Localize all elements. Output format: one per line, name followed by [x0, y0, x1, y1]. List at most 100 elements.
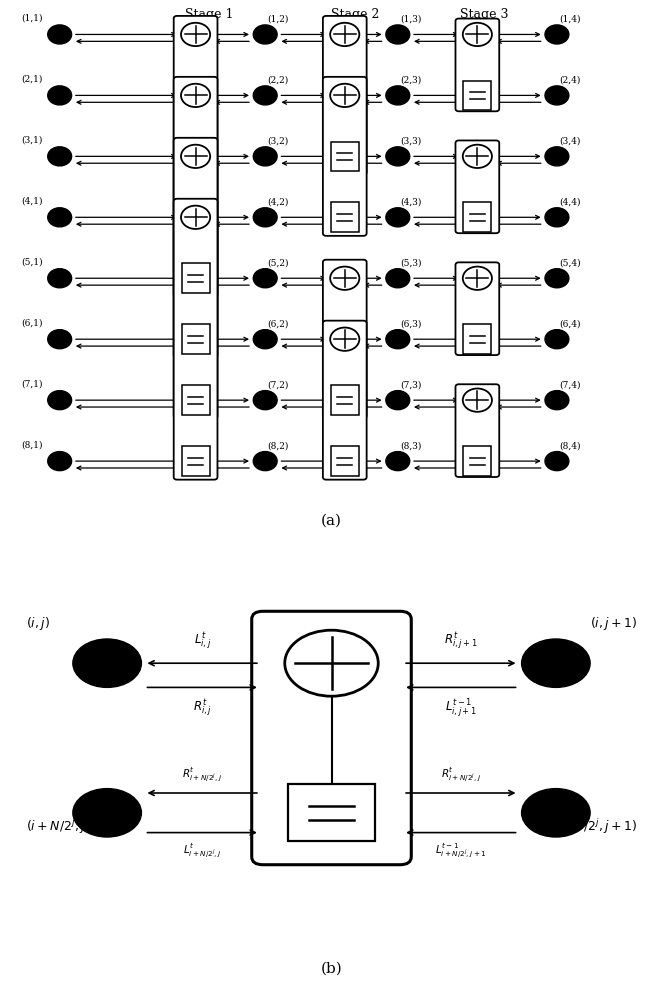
- Circle shape: [522, 789, 590, 837]
- Circle shape: [386, 269, 410, 288]
- Text: (3,1): (3,1): [22, 136, 43, 145]
- Text: $R^t_{i,j+1}$: $R^t_{i,j+1}$: [444, 631, 477, 652]
- Text: (7,1): (7,1): [22, 379, 43, 388]
- Circle shape: [73, 789, 141, 837]
- Circle shape: [48, 86, 72, 105]
- FancyBboxPatch shape: [323, 321, 367, 480]
- Circle shape: [181, 206, 210, 229]
- Circle shape: [253, 208, 277, 227]
- Circle shape: [386, 452, 410, 471]
- Circle shape: [330, 267, 359, 290]
- Circle shape: [48, 25, 72, 44]
- Circle shape: [253, 86, 277, 105]
- Circle shape: [463, 388, 492, 412]
- Circle shape: [253, 25, 277, 44]
- Circle shape: [48, 208, 72, 227]
- FancyBboxPatch shape: [182, 263, 210, 293]
- Text: Stage 2: Stage 2: [331, 8, 379, 21]
- Text: (8,2): (8,2): [267, 442, 288, 450]
- Text: (2,3): (2,3): [400, 76, 421, 85]
- Text: (6,4): (6,4): [559, 320, 580, 329]
- Text: (6,2): (6,2): [267, 320, 288, 329]
- Text: $(i, j+1)$: $(i, j+1)$: [589, 615, 637, 632]
- Circle shape: [181, 145, 210, 168]
- FancyBboxPatch shape: [182, 385, 210, 415]
- Circle shape: [330, 23, 359, 46]
- Text: (1,3): (1,3): [400, 15, 421, 24]
- Circle shape: [48, 391, 72, 410]
- Text: (7,2): (7,2): [267, 381, 288, 390]
- Circle shape: [386, 208, 410, 227]
- Text: (6,1): (6,1): [22, 319, 43, 328]
- FancyBboxPatch shape: [455, 19, 499, 111]
- Circle shape: [330, 84, 359, 107]
- Text: (4,1): (4,1): [22, 197, 43, 206]
- Circle shape: [386, 25, 410, 44]
- Circle shape: [386, 147, 410, 166]
- FancyBboxPatch shape: [323, 16, 367, 175]
- Circle shape: [48, 452, 72, 471]
- FancyBboxPatch shape: [331, 446, 359, 476]
- FancyBboxPatch shape: [323, 260, 367, 419]
- FancyBboxPatch shape: [182, 324, 210, 354]
- Text: $L^{t-1}_{i+N/2^j,j+1}$: $L^{t-1}_{i+N/2^j,j+1}$: [435, 841, 487, 860]
- Circle shape: [463, 23, 492, 46]
- Circle shape: [545, 86, 569, 105]
- Circle shape: [253, 147, 277, 166]
- Text: $(i, j)$: $(i, j)$: [26, 615, 50, 632]
- Text: (2,1): (2,1): [22, 75, 43, 84]
- Text: (7,3): (7,3): [400, 381, 421, 390]
- FancyBboxPatch shape: [174, 138, 217, 419]
- Circle shape: [463, 267, 492, 290]
- Text: (8,4): (8,4): [559, 442, 580, 450]
- Text: (3,2): (3,2): [267, 137, 288, 146]
- Text: (1,4): (1,4): [559, 15, 580, 24]
- Circle shape: [545, 269, 569, 288]
- Circle shape: [545, 147, 569, 166]
- FancyBboxPatch shape: [182, 446, 210, 476]
- Text: (5,4): (5,4): [559, 259, 581, 268]
- Text: (2,2): (2,2): [267, 76, 288, 85]
- Text: $L^t_{i,j}$: $L^t_{i,j}$: [194, 631, 211, 652]
- FancyBboxPatch shape: [252, 611, 411, 865]
- Text: (7,4): (7,4): [559, 381, 580, 390]
- Text: (5,1): (5,1): [21, 258, 43, 267]
- Text: (2,4): (2,4): [559, 76, 580, 85]
- Text: (5,3): (5,3): [400, 259, 421, 268]
- Text: $R^t_{i,j}$: $R^t_{i,j}$: [193, 698, 211, 719]
- Circle shape: [48, 330, 72, 349]
- Circle shape: [330, 328, 359, 351]
- Circle shape: [545, 452, 569, 471]
- Text: (8,3): (8,3): [400, 442, 421, 450]
- Text: (1,1): (1,1): [22, 14, 43, 23]
- Text: $(i+N/2^j, j)$: $(i+N/2^j, j)$: [26, 817, 90, 836]
- FancyBboxPatch shape: [323, 77, 367, 236]
- FancyBboxPatch shape: [331, 142, 359, 171]
- Circle shape: [545, 391, 569, 410]
- FancyBboxPatch shape: [463, 324, 491, 354]
- FancyBboxPatch shape: [455, 140, 499, 233]
- Text: Stage 1: Stage 1: [184, 8, 233, 21]
- FancyBboxPatch shape: [463, 446, 491, 476]
- Text: (1,2): (1,2): [267, 15, 288, 24]
- Circle shape: [386, 86, 410, 105]
- Text: $L^{t-1}_{i,j+1}$: $L^{t-1}_{i,j+1}$: [445, 698, 477, 720]
- Circle shape: [545, 330, 569, 349]
- Circle shape: [181, 23, 210, 46]
- Text: $R^t_{i+N/2^j,j}$: $R^t_{i+N/2^j,j}$: [182, 766, 222, 784]
- Text: (4,4): (4,4): [559, 198, 580, 207]
- Text: (3,4): (3,4): [559, 137, 580, 146]
- Circle shape: [48, 147, 72, 166]
- Circle shape: [463, 145, 492, 168]
- FancyBboxPatch shape: [455, 262, 499, 355]
- Circle shape: [73, 639, 141, 687]
- FancyBboxPatch shape: [463, 202, 491, 232]
- Text: (4,3): (4,3): [400, 198, 421, 207]
- Circle shape: [386, 330, 410, 349]
- Text: $R^t_{i+N/2^j,j}$: $R^t_{i+N/2^j,j}$: [441, 766, 481, 784]
- FancyBboxPatch shape: [463, 81, 491, 110]
- Circle shape: [181, 84, 210, 107]
- Text: (a): (a): [321, 513, 342, 527]
- Text: $L^t_{i+N/2^j,j}$: $L^t_{i+N/2^j,j}$: [183, 841, 221, 860]
- FancyBboxPatch shape: [455, 384, 499, 477]
